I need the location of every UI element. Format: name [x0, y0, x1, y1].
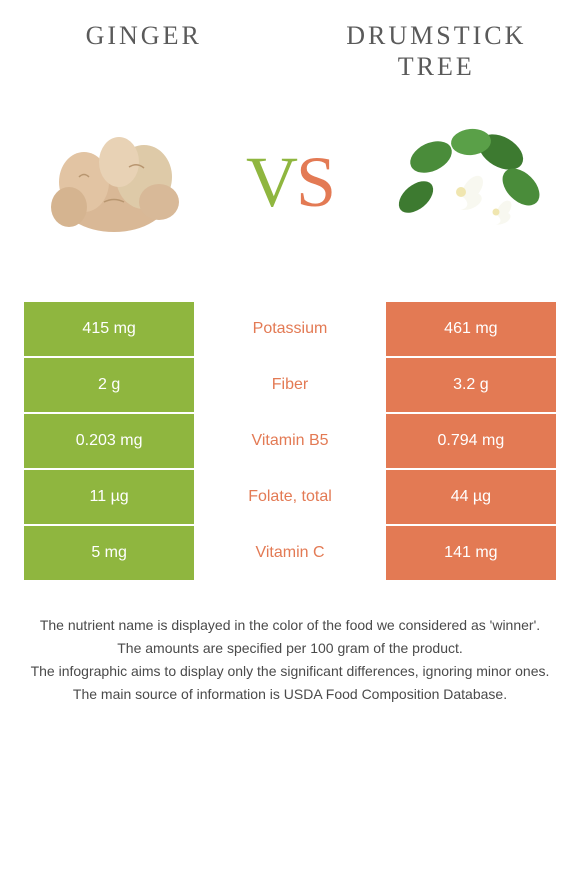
- images-row: VS: [24, 92, 556, 272]
- footer-notes: The nutrient name is displayed in the co…: [24, 615, 556, 705]
- table-row: 5 mg Vitamin C 141 mg: [24, 526, 556, 580]
- cell-right-value: 0.794 mg: [386, 414, 556, 468]
- cell-left-value: 5 mg: [24, 526, 194, 580]
- cell-left-value: 11 µg: [24, 470, 194, 524]
- vs-label: VS: [246, 141, 334, 224]
- food-right-title: Drumstick tree: [317, 20, 556, 82]
- nutrient-table: 415 mg Potassium 461 mg 2 g Fiber 3.2 g …: [24, 302, 556, 580]
- cell-right-value: 3.2 g: [386, 358, 556, 412]
- table-row: 0.203 mg Vitamin B5 0.794 mg: [24, 414, 556, 470]
- cell-nutrient-name: Vitamin B5: [194, 414, 386, 468]
- infographic-container: Ginger Drumstick tree VS: [0, 0, 580, 727]
- ginger-image: [24, 102, 204, 262]
- footer-line: The nutrient name is displayed in the co…: [28, 615, 552, 636]
- vs-s-letter: S: [296, 142, 334, 222]
- drumstick-tree-image: [376, 102, 556, 262]
- footer-line: The infographic aims to display only the…: [28, 661, 552, 682]
- cell-left-value: 415 mg: [24, 302, 194, 356]
- table-row: 11 µg Folate, total 44 µg: [24, 470, 556, 526]
- cell-nutrient-name: Fiber: [194, 358, 386, 412]
- table-row: 2 g Fiber 3.2 g: [24, 358, 556, 414]
- cell-nutrient-name: Potassium: [194, 302, 386, 356]
- food-left-title: Ginger: [24, 20, 263, 51]
- header-row: Ginger Drumstick tree: [24, 20, 556, 82]
- footer-line: The main source of information is USDA F…: [28, 684, 552, 705]
- table-row: 415 mg Potassium 461 mg: [24, 302, 556, 358]
- cell-right-value: 141 mg: [386, 526, 556, 580]
- vs-v-letter: V: [246, 142, 296, 222]
- cell-right-value: 44 µg: [386, 470, 556, 524]
- cell-left-value: 0.203 mg: [24, 414, 194, 468]
- cell-nutrient-name: Vitamin C: [194, 526, 386, 580]
- footer-line: The amounts are specified per 100 gram o…: [28, 638, 552, 659]
- cell-nutrient-name: Folate, total: [194, 470, 386, 524]
- cell-left-value: 2 g: [24, 358, 194, 412]
- cell-right-value: 461 mg: [386, 302, 556, 356]
